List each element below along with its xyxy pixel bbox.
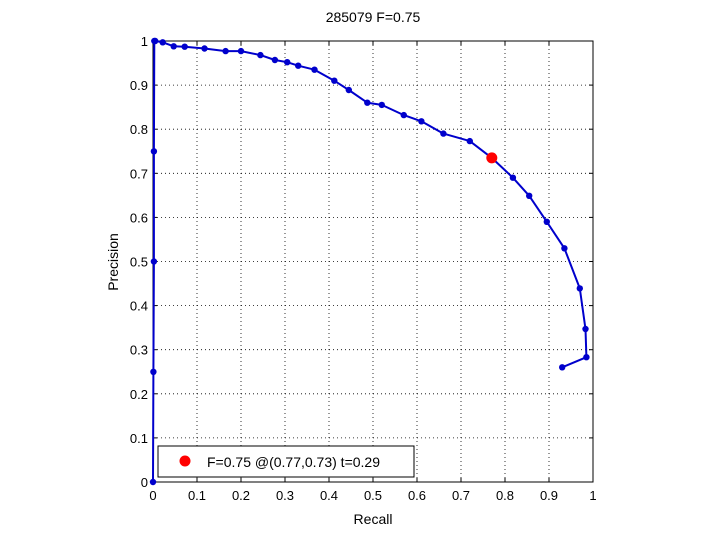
data-point [237,47,245,55]
data-point [222,47,229,55]
x-tick-label: 0.1 [188,488,206,503]
x-tick-label: 0.4 [320,488,338,503]
grid-lines [153,41,593,482]
data-point [583,354,590,361]
y-axis-label: Precision [105,233,121,291]
data-point [159,39,166,46]
data-point [561,245,568,252]
x-tick-label: 0.7 [452,488,470,503]
y-tick-label: 0.8 [130,122,148,137]
data-point [582,325,589,333]
y-tick-label: 0.4 [130,299,148,314]
x-tick-label: 0.9 [540,488,558,503]
y-tick-label: 0.1 [130,431,148,446]
legend-box [157,445,415,478]
data-point [257,51,264,59]
data-point [559,364,566,371]
x-tick-labels: 0 0.1 0.2 0.3 0.4 0.5 0.6 0.7 0.8 0.9 1 [149,488,596,503]
x-tick-label: 0.6 [408,488,426,503]
y-tick-label: 0.3 [130,343,148,358]
y-tick-label: 0.6 [130,210,148,225]
y-tick-label: 0.7 [130,166,148,181]
chart-title: 285079 F=0.75 [326,9,421,25]
y-tick-label: 0.5 [130,255,148,270]
data-point [576,285,583,292]
legend-label: F=0.75 @(0.77,0.73) t=0.29 [207,454,380,470]
best-f-point [486,152,498,164]
series-layer [149,37,590,486]
data-point [378,101,385,109]
data-point [466,137,473,145]
data-point [440,130,447,137]
y-tick-label: 0.9 [130,78,148,93]
x-tick-label: 0.3 [276,488,294,503]
y-tick-label: 1 [141,34,148,49]
data-point [170,43,177,50]
y-tick-label: 0.2 [130,387,148,402]
data-point [543,218,550,225]
data-point [152,37,159,45]
x-tick-label: 0.8 [496,488,514,503]
x-tick-label: 0 [149,488,156,503]
data-point [400,111,407,119]
data-point [364,99,371,106]
data-point [345,86,352,94]
x-tick-label: 1 [589,488,596,503]
data-point [311,66,318,73]
legend-marker [179,455,191,467]
data-point [201,45,208,52]
data-point [509,174,517,181]
data-point [150,258,158,265]
data-point [150,148,158,155]
data-point [181,43,188,50]
axis-ticks [152,40,594,483]
x-axis-label: Recall [354,511,393,527]
y-tick-labels: 0 0.1 0.2 0.3 0.4 0.5 0.6 0.7 0.8 0.9 1 [130,34,148,490]
data-point [295,62,302,69]
x-tick-label: 0.2 [232,488,250,503]
data-point [149,478,157,486]
y-tick-label: 0 [141,475,148,490]
data-point [331,77,338,84]
x-tick-label: 0.5 [364,488,382,503]
data-point [150,368,157,375]
data-point [526,192,533,199]
data-point [284,59,291,66]
data-point [271,56,279,64]
legend: F=0.75 @(0.77,0.73) t=0.29 [157,445,415,478]
series-line [152,40,588,483]
data-point [418,118,425,125]
